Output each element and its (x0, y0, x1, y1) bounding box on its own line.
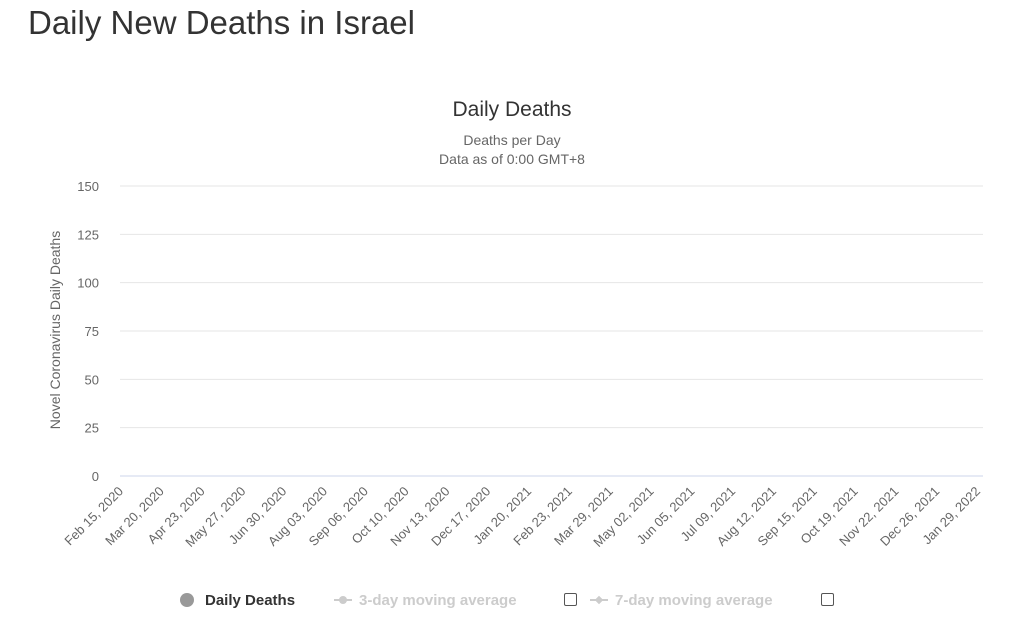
legend-marker-line-icon (334, 596, 352, 604)
chart-title: Daily Deaths (452, 98, 571, 121)
legend-marker-circle-icon (180, 593, 194, 607)
legend-item-7-day-average[interactable]: 7-day moving average (590, 586, 773, 614)
page-title: Daily New Deaths in Israel (28, 4, 415, 41)
y-tick-label: 50 (85, 372, 99, 387)
y-tick-label: 150 (77, 179, 99, 194)
legend-item-daily-deaths[interactable]: Daily Deaths (180, 586, 295, 614)
y-tick-label: 25 (85, 421, 99, 436)
legend-item-3-day-average[interactable]: 3-day moving average (334, 586, 517, 614)
legend-label-daily-deaths: Daily Deaths (205, 591, 296, 609)
y-tick-label: 75 (85, 324, 99, 339)
y-tick-label: 100 (77, 276, 99, 291)
chart-subtitle-1: Deaths per Day (463, 132, 560, 148)
legend-label-7-day-average: 7-day moving average (615, 591, 773, 609)
y-axis-label: Novel Coronavirus Daily Deaths (47, 231, 63, 429)
chart-subtitle-2: Data as of 0:00 GMT+8 (439, 151, 585, 167)
legend-marker-diamond-icon (590, 599, 608, 601)
chart-legend: Daily Deaths 3-day moving average 7-day … (0, 586, 1024, 614)
legend-label-3-day-average: 3-day moving average (359, 591, 517, 609)
legend-checkbox-7-day[interactable] (821, 593, 834, 606)
y-tick-label: 0 (92, 469, 99, 484)
legend-checkbox-3-day[interactable] (564, 593, 577, 606)
y-tick-label: 125 (77, 227, 99, 242)
